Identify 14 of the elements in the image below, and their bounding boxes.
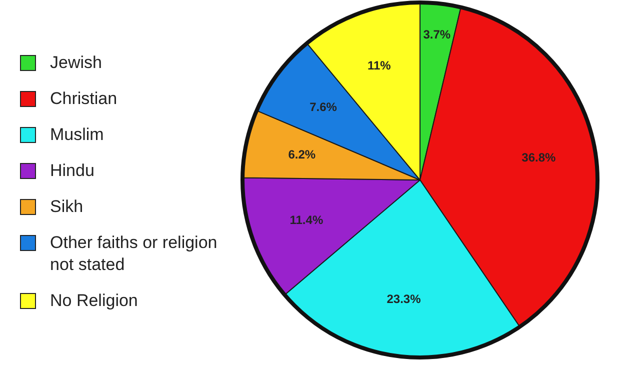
- legend-label: Other faiths or religion not stated: [50, 232, 218, 276]
- legend-label: Sikh: [50, 196, 84, 218]
- data-label: 11.4%: [290, 213, 324, 228]
- legend-label: Muslim: [50, 124, 104, 146]
- data-label: 3.7%: [423, 28, 451, 42]
- data-label: 11%: [367, 58, 392, 73]
- legend-label: Jewish: [50, 52, 102, 74]
- data-label: 7.6%: [310, 100, 338, 114]
- data-label: 6.2%: [288, 147, 316, 162]
- legend-label: No Religion: [50, 290, 138, 312]
- legend-label: Christian: [50, 88, 118, 110]
- data-label: 36.8%: [522, 150, 556, 164]
- legend-label: Hindu: [50, 160, 94, 182]
- data-label: 23.3%: [386, 292, 422, 306]
